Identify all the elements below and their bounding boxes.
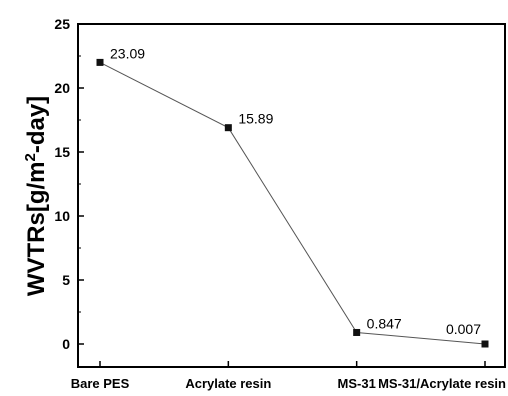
data-value-label: 0.007	[446, 321, 481, 337]
data-value-label: 23.09	[110, 45, 145, 61]
data-value-labels: 23.09 15.89 0.847 0.007	[110, 45, 481, 337]
x-category-label: Bare PES	[71, 376, 130, 391]
x-category-label: Acrylate resin	[185, 376, 271, 391]
data-point-marker	[353, 328, 361, 336]
data-point-marker	[96, 58, 104, 66]
y-tick-label: 10	[54, 208, 70, 224]
x-axis-category-labels: Bare PES Acrylate resin MS-31 MS-31/Acrylat…	[71, 376, 506, 391]
y-tick-label: 15	[54, 144, 70, 160]
data-point-marker	[224, 124, 232, 132]
y-axis-title: WVTRs[g/m2-day]	[22, 96, 50, 296]
data-value-label: 15.89	[238, 111, 273, 127]
x-axis-ticks	[99, 361, 486, 367]
data-point-markers	[96, 58, 489, 348]
x-category-label: MS-31	[338, 376, 376, 391]
data-point-marker	[481, 340, 489, 348]
y-axis-tick-labels: 0 5 10 15 20 25	[54, 16, 70, 352]
x-category-label: MS-31/Acrylate resin	[378, 376, 506, 391]
y-tick-label: 25	[54, 16, 70, 32]
series-line	[99, 61, 486, 345]
plot-frame	[77, 23, 506, 368]
y-tick-label: 0	[62, 336, 70, 352]
y-axis-ticks	[78, 23, 84, 345]
data-value-label: 0.847	[367, 315, 402, 331]
y-tick-label: 5	[62, 272, 70, 288]
y-tick-label: 20	[54, 80, 70, 96]
